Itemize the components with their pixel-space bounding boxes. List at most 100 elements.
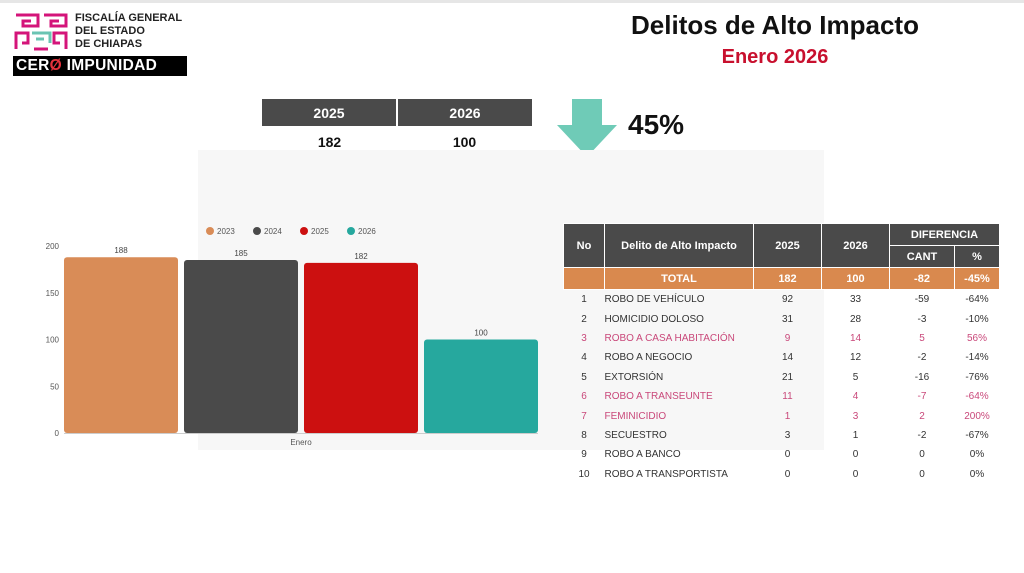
row-2025: 31: [781, 313, 794, 325]
y-tick-label: 0: [55, 429, 60, 438]
total-label: TOTAL: [604, 267, 754, 290]
fge-logo-glyph-icon: [14, 13, 68, 51]
row-crime: ROBO A CASA HABITACIÓN: [604, 332, 735, 344]
table-row: 6 ROBO A TRANSEUNTE 11 4 -7 -64%: [564, 387, 1000, 406]
header-2025: 2025: [753, 223, 822, 268]
org-line-3: DE CHIAPAS: [75, 38, 143, 50]
total-2026: 100: [821, 267, 890, 290]
year-header-2026: 2026: [397, 99, 532, 126]
row-pct: 0%: [969, 468, 985, 480]
row-pct: -67%: [965, 429, 989, 441]
row-no: 1: [581, 294, 587, 306]
row-cant: -16: [914, 371, 930, 383]
row-crime: ROBO DE VEHÍCULO: [604, 294, 705, 306]
down-arrow-icon: [557, 99, 617, 157]
row-cant: -59: [914, 294, 930, 306]
organization-name: FISCALÍA GENERAL DEL ESTADO DE CHIAPAS: [75, 12, 182, 51]
slogan-part-1: CER: [16, 57, 50, 74]
total-row: TOTAL 182 100 -82 -45%: [563, 267, 1000, 290]
x-category-label: Enero: [290, 438, 312, 447]
row-cant: -2: [917, 352, 927, 364]
row-2026: 0: [852, 449, 859, 461]
row-2025: 92: [781, 294, 794, 306]
row-cant: -2: [917, 429, 927, 441]
table-row: 1 ROBO DE VEHÍCULO 92 33 -59 -64%: [564, 290, 1000, 310]
row-crime: ROBO A BANCO: [604, 449, 681, 461]
year-header-2025: 2025: [262, 99, 398, 126]
page-subtitle: Enero 2026: [721, 46, 829, 68]
down-arrow-shape: [557, 99, 617, 157]
row-2025: 11: [782, 391, 793, 403]
legend-label-2024: 2024: [264, 227, 282, 236]
row-2025: 14: [781, 352, 794, 364]
top-border: [0, 0, 1024, 3]
header-2026: 2026: [821, 223, 890, 268]
row-2025: 3: [784, 429, 791, 441]
total-cant: -82: [889, 267, 955, 290]
header-diferencia: DIFERENCIA: [889, 223, 1000, 246]
row-2026: 28: [849, 313, 862, 325]
row-2026: 5: [852, 371, 859, 383]
table-row: 8 SECUESTRO 3 1 -2 -67%: [564, 426, 1000, 445]
row-crime: HOMICIDIO DOLOSO: [604, 313, 704, 325]
row-no: 10: [578, 468, 590, 480]
y-tick-label: 150: [46, 289, 60, 298]
row-2026: 0: [852, 468, 859, 480]
header-pct: %: [954, 245, 1000, 268]
legend-marker-2026: [347, 227, 355, 235]
row-crime: ROBO A TRANSEUNTE: [604, 391, 713, 403]
row-2025: 1: [784, 410, 791, 422]
table-row: 4 ROBO A NEGOCIO 14 12 -2 -14%: [564, 348, 1000, 367]
row-2025: 0: [784, 468, 791, 480]
row-2026: 14: [849, 332, 862, 344]
row-2025: 9: [784, 332, 791, 344]
row-no: 2: [581, 313, 587, 325]
row-2026: 4: [852, 391, 859, 403]
row-crime: FEMINICIDIO: [604, 410, 667, 422]
row-no: 8: [581, 429, 587, 441]
row-no: 6: [581, 391, 587, 403]
row-2025: 21: [781, 371, 794, 383]
data-label-2025: 182: [354, 252, 368, 261]
legend-marker-2025: [300, 227, 308, 235]
row-cant: -3: [917, 313, 927, 325]
total-no: [563, 267, 605, 290]
row-2026: 3: [852, 410, 859, 422]
data-label-2024: 185: [234, 249, 248, 258]
row-no: 5: [581, 371, 587, 383]
row-cant: 5: [919, 332, 925, 344]
row-no: 3: [581, 332, 587, 344]
data-label-2026: 100: [474, 329, 488, 338]
legend-marker-2024: [253, 227, 261, 235]
table-row: 3 ROBO A CASA HABITACIÓN 9 14 5 56%: [564, 329, 1000, 348]
legend-label-2026: 2026: [358, 227, 376, 236]
data-label-2023: 188: [114, 246, 128, 255]
bar-2023: [64, 257, 178, 433]
row-pct: -76%: [965, 371, 989, 383]
row-crime: ROBO A NEGOCIO: [604, 352, 693, 364]
crime-table: No Delito de Alto Impacto 2025 2026 DIFE…: [563, 223, 1000, 484]
row-2026: 1: [852, 429, 859, 441]
row-pct: -10%: [965, 313, 989, 325]
year-value-2025: 182: [317, 134, 342, 150]
header-cant: CANT: [889, 245, 955, 268]
slogan-banner: CERØ IMPUNIDAD: [13, 56, 187, 76]
row-cant: 0: [919, 449, 925, 461]
org-line-2: DEL ESTADO: [75, 25, 145, 37]
header-crime: Delito de Alto Impacto: [604, 223, 754, 268]
percent-change: 45%: [628, 109, 685, 140]
legend-label-2023: 2023: [217, 227, 235, 236]
row-2026: 33: [849, 294, 862, 306]
y-tick-label: 50: [50, 382, 59, 391]
table-row: 7 FEMINICIDIO 1 3 2 200%: [564, 406, 1000, 425]
table-row: 2 HOMICIDIO DOLOSO 31 28 -3 -10%: [564, 309, 1000, 328]
legend-label-2025: 2025: [311, 227, 329, 236]
org-line-1: FISCALÍA GENERAL: [75, 12, 183, 24]
row-pct: 0%: [969, 449, 985, 461]
bar-2025: [304, 262, 418, 433]
row-no: 4: [581, 352, 587, 364]
total-pct: -45%: [954, 267, 1000, 290]
year-value-2026: 100: [452, 134, 477, 150]
table-row: 5 EXTORSIÓN 21 5 -16 -76%: [564, 368, 1000, 387]
row-no: 7: [581, 410, 587, 422]
